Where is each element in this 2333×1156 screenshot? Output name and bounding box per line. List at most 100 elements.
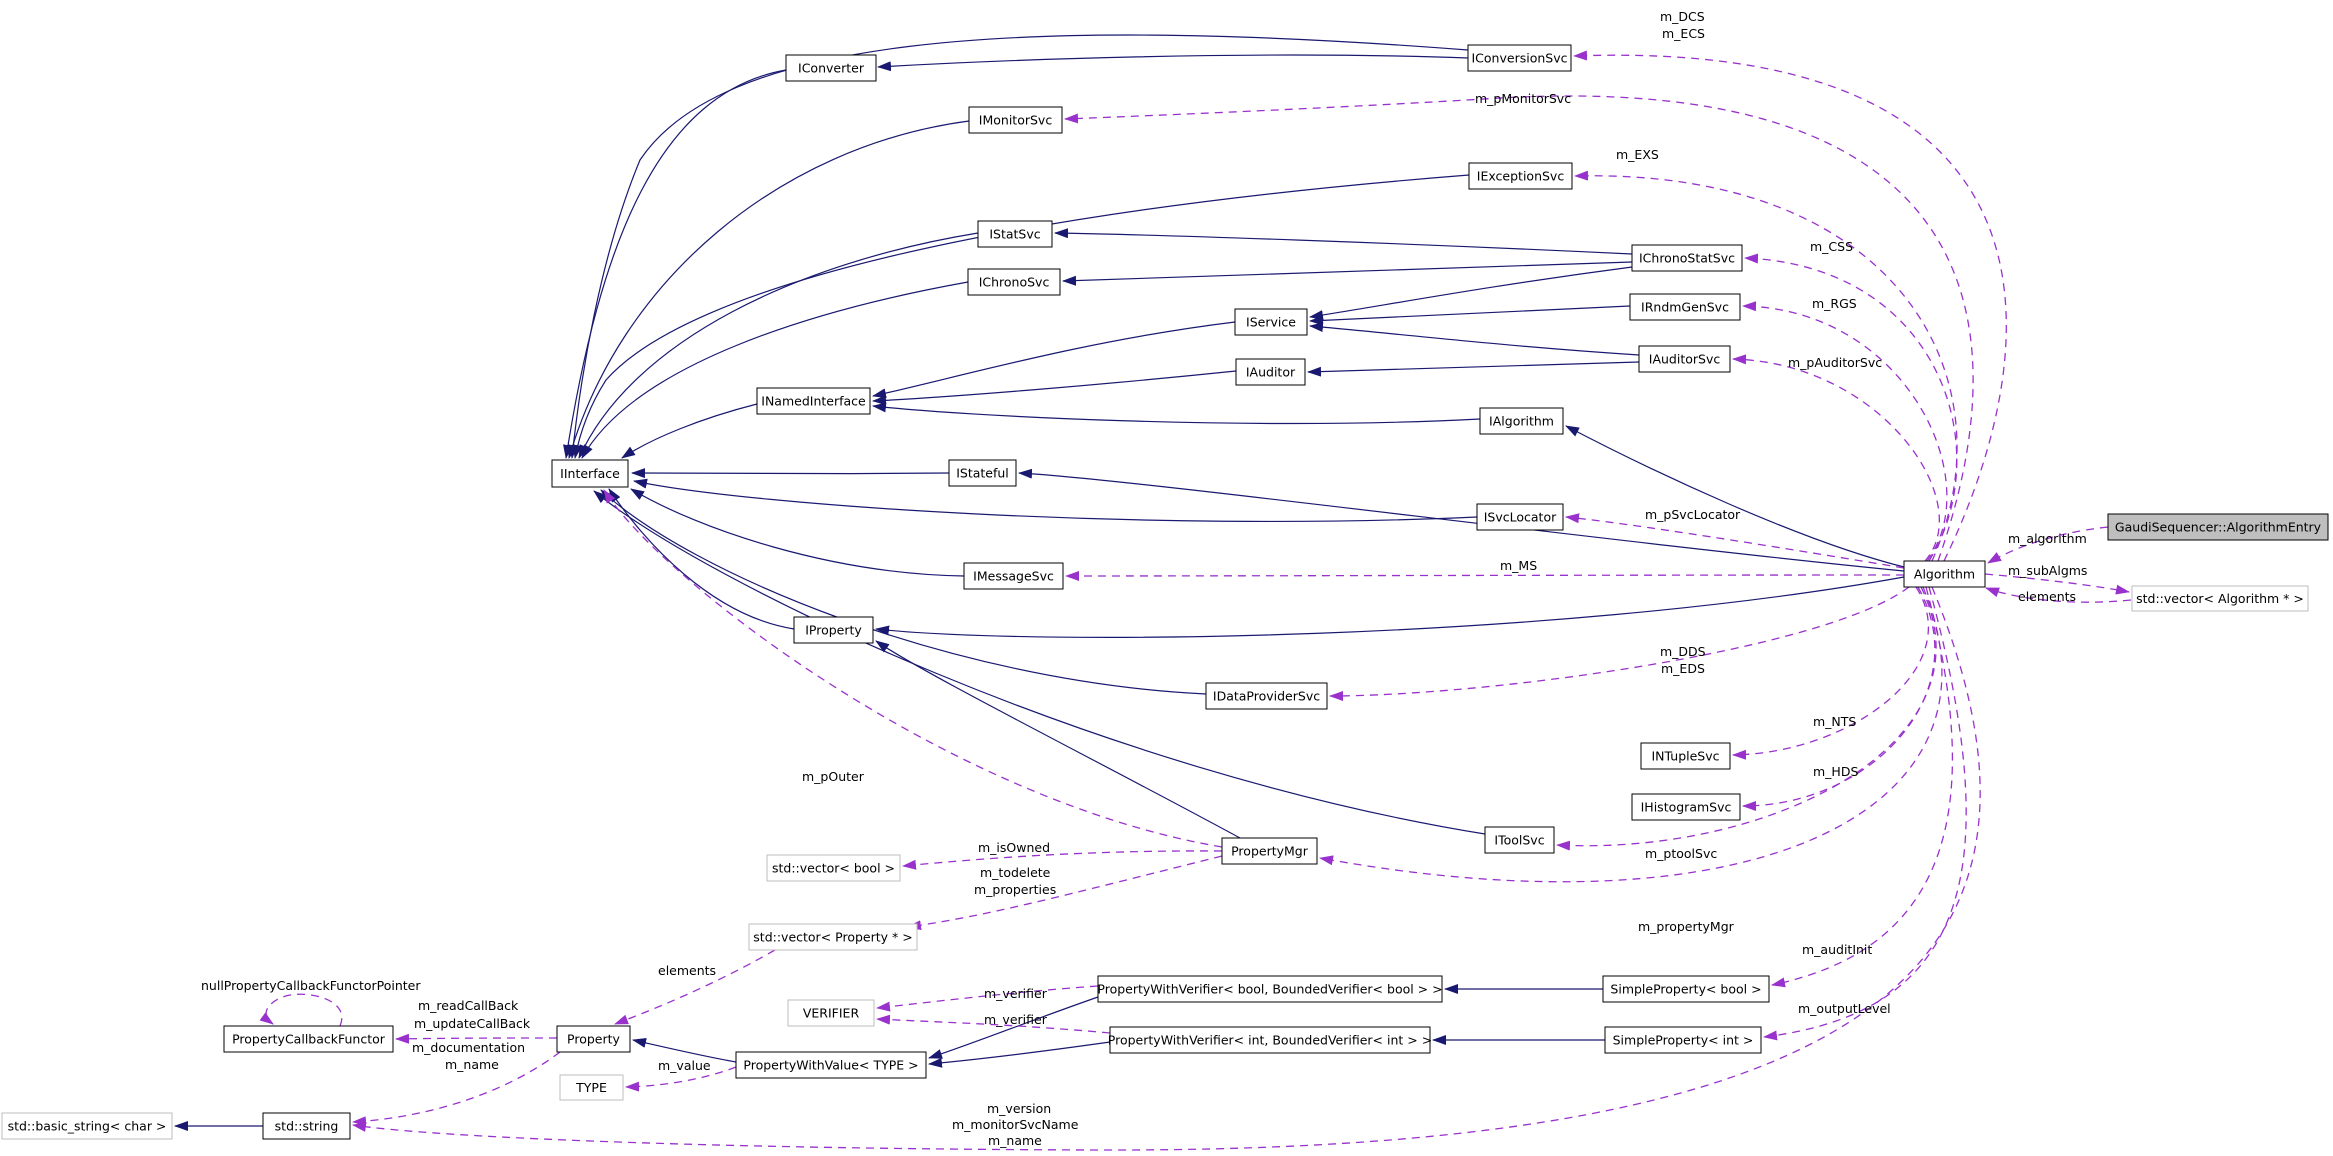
node-box-simpleprop-int[interactable]: [1604, 1026, 1762, 1054]
node-box-propertywithvalue[interactable]: [735, 1051, 927, 1079]
edge-propertywithvalue-to-type-usage: [625, 1066, 737, 1092]
edge-istateful-to-iinterface-inheritance: [631, 468, 950, 479]
node-box-simpleprop-bool[interactable]: [1602, 975, 1770, 1003]
node-label-propertywithvalue: PropertyWithValue< TYPE >: [743, 1058, 918, 1073]
node-box-iauditor[interactable]: [1235, 358, 1306, 386]
node-algorithm[interactable]: Algorithm: [1903, 560, 1986, 588]
edge-algorithm-to-vector-algorithm-usage: [1984, 573, 2130, 595]
node-imessagesvc[interactable]: IMessageSvc: [963, 562, 1064, 590]
node-box-vector-algorithm: [2131, 585, 2309, 612]
node-itoolsvc[interactable]: IToolSvc: [1484, 826, 1555, 854]
node-propertymgr[interactable]: PropertyMgr: [1221, 837, 1318, 865]
node-ihistogramsvc[interactable]: IHistogramSvc: [1631, 793, 1741, 821]
node-idataprovidersvc[interactable]: IDataProviderSvc: [1205, 682, 1328, 710]
node-istatsvc[interactable]: IStatSvc: [977, 220, 1053, 248]
edge-algorithm-to-iauditorsvc-usage: [1732, 354, 1940, 562]
node-propertycallbackfunctor[interactable]: PropertyCallbackFunctor: [223, 1025, 394, 1053]
node-box-propertycallbackfunctor[interactable]: [223, 1025, 394, 1053]
edge-propertycallbackfunctor-to-propertycallbackfunctor-usage: [259, 993, 343, 1027]
edge-imonitorsvc-to-iinterface-inheritance: [567, 120, 970, 459]
edge-algorithm-to-ihistogramsvc-usage: [1742, 586, 1936, 811]
node-box-inamedinterface[interactable]: [756, 387, 871, 415]
node-iservice[interactable]: IService: [1234, 308, 1308, 336]
node-box-irndmgensvc[interactable]: [1629, 293, 1741, 321]
node-box-iproperty[interactable]: [793, 616, 874, 644]
node-label-istateful: IStateful: [956, 466, 1009, 481]
node-box-property[interactable]: [556, 1025, 631, 1053]
node-box-pwv-int[interactable]: [1109, 1026, 1431, 1054]
edge-itoolsvc-to-iinterface-inheritance: [593, 490, 1486, 835]
node-iauditorsvc[interactable]: IAuditorSvc: [1638, 345, 1731, 373]
node-imonitorsvc[interactable]: IMonitorSvc: [968, 106, 1063, 134]
node-box-isvclocator[interactable]: [1476, 503, 1564, 531]
edge-algorithm-to-simpleprop-bool-usage: [1771, 586, 1953, 988]
edge-label: m_HDS: [1813, 764, 1858, 779]
node-iinterface[interactable]: IInterface: [551, 459, 629, 488]
edge-label: m_name: [988, 1133, 1042, 1148]
node-ichronosvc[interactable]: IChronoSvc: [967, 268, 1061, 296]
edge-algorithm-to-std-string-usage: [352, 586, 1981, 1151]
edge-property-to-propertycallbackfunctor-usage: [395, 1033, 558, 1044]
node-simpleprop-int[interactable]: SimpleProperty< int >: [1604, 1026, 1762, 1054]
node-simpleprop-bool[interactable]: SimpleProperty< bool >: [1602, 975, 1770, 1003]
node-box-iinterface[interactable]: [551, 459, 629, 488]
node-propertywithvalue[interactable]: PropertyWithValue< TYPE >: [735, 1051, 927, 1079]
node-pwv-bool[interactable]: PropertyWithVerifier< bool, BoundedVerif…: [1097, 975, 1443, 1003]
node-label-std-string: std::string: [275, 1119, 339, 1134]
node-box-ialgorithm[interactable]: [1479, 407, 1564, 435]
node-irndmgensvc[interactable]: IRndmGenSvc: [1629, 293, 1741, 321]
node-box-ichronostatsvc[interactable]: [1631, 244, 1743, 272]
edge-propertymgr-to-vector-bool-usage: [902, 850, 1223, 870]
node-box-algorithm[interactable]: [1903, 560, 1986, 588]
edge-algorithm-to-iconversionsvc-usage: [1573, 50, 2007, 562]
node-box-istatsvc[interactable]: [977, 220, 1053, 248]
node-istateful[interactable]: IStateful: [948, 459, 1017, 487]
node-ialgorithm[interactable]: IAlgorithm: [1479, 407, 1564, 435]
node-isvclocator[interactable]: ISvcLocator: [1476, 503, 1564, 531]
node-ichronostatsvc[interactable]: IChronoStatSvc: [1631, 244, 1743, 272]
node-iauditor[interactable]: IAuditor: [1235, 358, 1306, 386]
node-label-vector-property: std::vector< Property * >: [753, 930, 912, 945]
node-std-string[interactable]: std::string: [262, 1112, 351, 1140]
node-box-ichronosvc[interactable]: [967, 268, 1061, 296]
node-box-propertymgr[interactable]: [1221, 837, 1318, 865]
edge-propertywithvalue-to-property-inheritance: [632, 1037, 737, 1063]
node-box-iservice[interactable]: [1234, 308, 1308, 336]
node-box-idataprovidersvc[interactable]: [1205, 682, 1328, 710]
node-inamedinterface[interactable]: INamedInterface: [756, 387, 871, 415]
edge-iauditor-to-inamedinterface-inheritance: [872, 370, 1237, 406]
node-box-algorithmentry[interactable]: [2107, 513, 2329, 541]
node-iproperty[interactable]: IProperty: [793, 616, 874, 644]
node-box-std-string[interactable]: [262, 1112, 351, 1140]
node-algorithmentry[interactable]: GaudiSequencer::AlgorithmEntry: [2107, 513, 2329, 541]
node-box-pwv-bool[interactable]: [1097, 975, 1443, 1003]
node-box-iconverter[interactable]: [785, 54, 877, 82]
node-label-irndmgensvc: IRndmGenSvc: [1641, 300, 1729, 315]
node-pwv-int[interactable]: PropertyWithVerifier< int, BoundedVerifi…: [1108, 1026, 1432, 1054]
node-iconverter[interactable]: IConverter: [785, 54, 877, 82]
edge-vector-algorithm-to-algorithm-usage: [1985, 587, 2132, 603]
edge-propertymgr-to-iproperty-inheritance: [875, 640, 1241, 839]
node-label-iconversionsvc: IConversionSvc: [1472, 51, 1568, 66]
node-box-iconversionsvc[interactable]: [1467, 44, 1572, 72]
node-box-itoolsvc[interactable]: [1484, 826, 1555, 854]
node-iconversionsvc[interactable]: IConversionSvc: [1467, 44, 1572, 72]
edge-ichronostatsvc-to-iservice-inheritance: [1309, 266, 1633, 320]
node-box-iexceptionsvc[interactable]: [1468, 162, 1573, 190]
edge-labels-layer: m_DCS m_ECS m_pMonitorSvc m_EXS m_CSS m_RGS m_…: [201, 9, 2087, 1148]
node-box-iauditorsvc[interactable]: [1638, 345, 1731, 373]
node-box-istateful[interactable]: [948, 459, 1017, 487]
node-intuplesvc[interactable]: INTupleSvc: [1640, 742, 1731, 770]
node-box-imessagesvc[interactable]: [963, 562, 1064, 590]
node-property[interactable]: Property: [556, 1025, 631, 1053]
node-label-pwv-int: PropertyWithVerifier< int, BoundedVerifi…: [1108, 1033, 1432, 1048]
node-iexceptionsvc[interactable]: IExceptionSvc: [1468, 162, 1573, 190]
node-box-intuplesvc[interactable]: [1640, 742, 1731, 770]
edge-label: m_pOuter: [802, 769, 865, 784]
edge-algorithm-to-iproperty-inheritance: [875, 576, 1905, 638]
edge-label: m_RGS: [1812, 296, 1857, 311]
node-box-imonitorsvc[interactable]: [968, 106, 1063, 134]
node-box-ihistogramsvc[interactable]: [1631, 793, 1741, 821]
edge-iconversionsvc-to-iconverter-inheritance: [877, 54, 1469, 72]
